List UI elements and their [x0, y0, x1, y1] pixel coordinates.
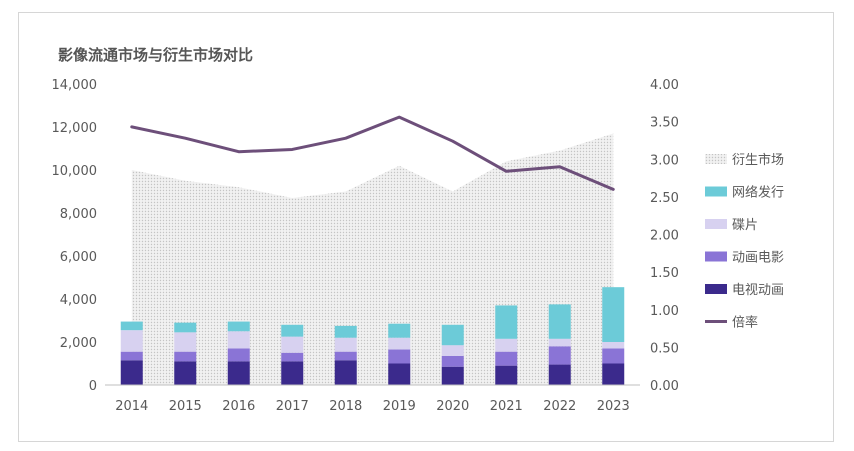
legend-label: 网络发行 [732, 185, 784, 201]
bar-layer [120, 287, 625, 385]
y-right-tick-label: 3.50 [650, 116, 679, 131]
y-left-tick-label: 4,000 [60, 293, 97, 308]
y-left-tick-label: 14,000 [52, 78, 98, 93]
legend-label: 动画电影 [732, 251, 784, 266]
bar-2021-series-0 [495, 365, 518, 385]
y-right-tick-label: 2.50 [650, 191, 679, 206]
area-layer [131, 133, 614, 385]
y-left-tick-label: 12,000 [52, 121, 98, 136]
legend-swatch [705, 284, 727, 294]
axes-layer: 0 2,000 4,000 6,000 8,000 10,000 12,000 14,000 0… [52, 78, 679, 414]
x-tick-label: 2014 [115, 399, 148, 414]
bar-2015-series-1 [174, 351, 197, 362]
bar-2018-series-1 [334, 351, 357, 361]
legend-swatch [705, 251, 727, 262]
bar-2016-series-0 [227, 361, 250, 385]
y-right-tick-label: 0.00 [650, 379, 679, 394]
line-ratio [130, 115, 615, 191]
legend-swatch [705, 186, 727, 197]
bar-2023-series-1 [602, 348, 625, 364]
y-right-tick-label: 1.00 [650, 304, 679, 319]
y-right-tick-label: 2.00 [650, 229, 679, 244]
x-tick-label: 2023 [597, 399, 630, 414]
bar-2019-series-2 [388, 337, 411, 350]
legend-label: 衍生市场 [732, 152, 784, 168]
chart-title: 影像流通市场与衍生市场对比 [58, 46, 254, 64]
x-tick-label: 2016 [222, 399, 255, 414]
bar-2016-series-1 [227, 348, 250, 362]
bar-2017-series-1 [281, 352, 304, 362]
bar-2020-series-2 [441, 345, 464, 356]
bar-2018-series-2 [334, 337, 357, 352]
bar-2018-series-0 [334, 360, 357, 385]
y-right-tick-label: 3.00 [650, 153, 679, 168]
bar-2019-series-0 [388, 363, 411, 385]
bar-2014-series-0 [120, 360, 143, 385]
line-layer [130, 115, 615, 191]
x-tick-label: 2018 [329, 399, 362, 414]
bar-2019-series-3 [388, 323, 411, 338]
bar-2017-series-2 [281, 336, 304, 353]
bar-2023-series-2 [602, 342, 625, 349]
bar-2019-series-1 [388, 349, 411, 364]
bar-2020-series-3 [441, 324, 464, 346]
legend-label: 倍率 [732, 315, 758, 331]
x-tick-label: 2015 [169, 399, 202, 414]
bar-2021-series-1 [495, 351, 518, 366]
y-right-tick-label: 4.00 [650, 78, 679, 93]
area-derivative-market [131, 133, 614, 385]
bar-2021-series-3 [495, 305, 518, 339]
bar-2015-series-0 [174, 361, 197, 385]
bar-2015-series-3 [174, 322, 197, 333]
bar-2021-series-2 [495, 338, 518, 352]
x-tick-label: 2022 [543, 399, 576, 414]
bar-2017-series-0 [281, 361, 304, 385]
bar-2020-series-0 [441, 366, 464, 385]
bar-2022-series-3 [548, 304, 571, 339]
x-tick-label: 2019 [383, 399, 416, 414]
bar-2022-series-0 [548, 364, 571, 385]
bar-2018-series-3 [334, 325, 357, 338]
bar-2014-series-3 [120, 321, 143, 331]
bar-2016-series-2 [227, 331, 250, 349]
y-right-tick-label: 1.50 [650, 266, 679, 281]
bar-2014-series-2 [120, 330, 143, 352]
legend-swatch [705, 219, 727, 229]
bar-2015-series-2 [174, 332, 197, 352]
y-left-tick-label: 10,000 [52, 164, 98, 179]
x-tick-label: 2020 [436, 399, 469, 414]
y-left-tick-label: 6,000 [60, 250, 97, 265]
legend-swatch-area [705, 154, 727, 164]
bar-2017-series-3 [281, 324, 304, 337]
x-tick-label: 2021 [490, 399, 523, 414]
bar-2020-series-1 [441, 355, 464, 367]
y-left-tick-label: 8,000 [60, 207, 97, 222]
y-left-tick-label: 0 [89, 379, 97, 394]
bar-2014-series-1 [120, 351, 143, 361]
x-tick-label: 2017 [276, 399, 309, 414]
bar-2022-series-2 [548, 338, 571, 347]
y-right-tick-label: 0.50 [650, 341, 679, 356]
bar-2023-series-0 [602, 363, 625, 385]
legend-label: 碟片 [732, 218, 758, 233]
bar-2022-series-1 [548, 346, 571, 365]
y-left-tick-label: 2,000 [60, 336, 97, 351]
bar-2023-series-3 [602, 287, 625, 342]
legend-label: 电视动画 [732, 283, 784, 298]
bar-2016-series-3 [227, 321, 250, 332]
